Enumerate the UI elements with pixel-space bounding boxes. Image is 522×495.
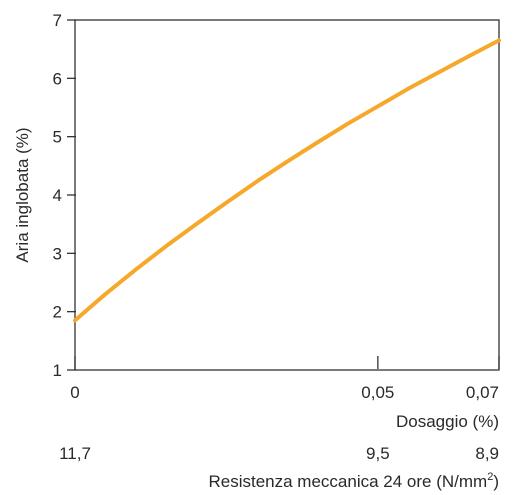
y-tick-label: 1: [53, 361, 62, 380]
x-tick-label: 0,05: [361, 383, 394, 402]
x-tick-label: 0: [70, 383, 79, 402]
y-tick-label: 4: [53, 186, 62, 205]
x-axis-ticks: 0 0,05 0,07 11,7 9,5 8,9: [59, 356, 500, 463]
y-tick-label: 6: [53, 69, 62, 88]
secondary-tick-label: 11,7: [59, 444, 91, 463]
x-tick-label: 0,07: [466, 383, 499, 402]
series-layer: [73, 38, 501, 323]
secondary-axis-title-sup: 2: [487, 471, 493, 483]
y-tick-label: 7: [53, 11, 62, 30]
x-axis-title: Dosaggio (%): [396, 412, 499, 431]
secondary-tick-label: 8,9: [475, 444, 499, 463]
y-tick-label: 2: [53, 303, 62, 322]
series-line: [73, 38, 501, 323]
secondary-axis-title: Resistenza meccanica 24 ore (N/mm2): [208, 471, 499, 491]
y-axis-ticks: 1 2 3 4 5 6 7: [53, 11, 76, 380]
y-axis-title: Aria inglobata (%): [13, 127, 32, 262]
secondary-axis-title-end: ): [493, 472, 499, 491]
secondary-tick-label: 9,5: [366, 444, 390, 463]
y-tick-label: 5: [53, 128, 62, 147]
y-tick-label: 3: [53, 244, 62, 263]
secondary-axis-title-main: Resistenza meccanica 24 ore (N/mm: [208, 472, 487, 491]
